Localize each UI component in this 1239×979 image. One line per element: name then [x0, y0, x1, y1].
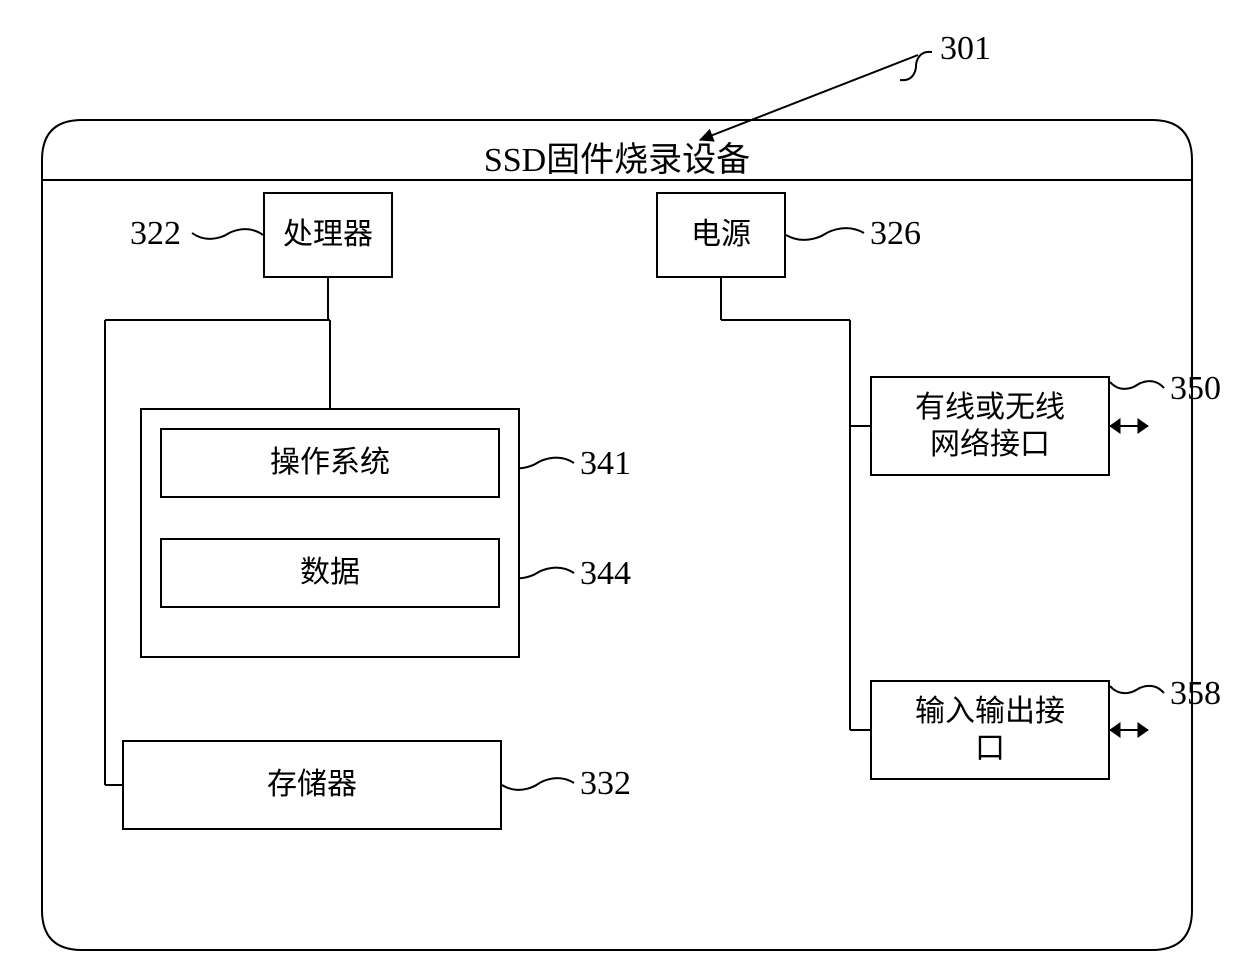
io-box: 输入输出接 口	[870, 680, 1110, 780]
ref-301: 301	[940, 30, 991, 68]
power-box: 电源	[656, 192, 786, 278]
data-box: 数据	[160, 538, 500, 608]
processor-label: 处理器	[283, 216, 373, 254]
ref-358: 358	[1170, 675, 1221, 713]
os-box: 操作系统	[160, 428, 500, 498]
data-label: 数据	[300, 554, 360, 592]
ref-332: 332	[580, 765, 631, 803]
power-label: 电源	[691, 216, 751, 254]
net-label: 有线或无线 网络接口	[915, 389, 1065, 464]
memory-label: 存储器	[267, 766, 357, 804]
ref-341: 341	[580, 445, 631, 483]
io-label: 输入输出接 口	[915, 693, 1065, 768]
os-label: 操作系统	[270, 444, 390, 482]
ref-322: 322	[130, 215, 181, 253]
memory-box: 存储器	[122, 740, 502, 830]
processor-box: 处理器	[263, 192, 393, 278]
ref-344: 344	[580, 555, 631, 593]
outer-title: SSD固件烧录设备	[0, 132, 1234, 181]
net-box: 有线或无线 网络接口	[870, 376, 1110, 476]
diagram-canvas: SSD固件烧录设备 处理器 电源 操作系统 数据 存储器 有线或无线 网络接口 …	[0, 0, 1239, 979]
ref-326: 326	[870, 215, 921, 253]
ref-350: 350	[1170, 370, 1221, 408]
